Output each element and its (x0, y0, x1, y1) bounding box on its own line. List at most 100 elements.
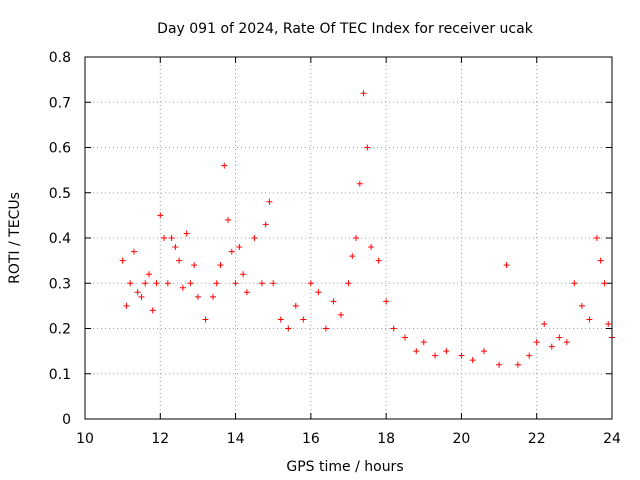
y-tick-label: 0.2 (49, 322, 71, 338)
data-point (593, 235, 600, 241)
data-point (217, 262, 224, 269)
data-point (176, 257, 183, 264)
data-point (277, 316, 284, 323)
data-point (161, 235, 168, 241)
data-point (496, 361, 503, 368)
data-point (142, 280, 149, 287)
y-tick-label: 0.3 (49, 276, 71, 292)
data-point (601, 280, 608, 287)
data-point (194, 293, 201, 300)
x-tick-label: 12 (151, 431, 169, 447)
data-point (420, 339, 427, 346)
data-point (548, 343, 555, 350)
y-axis-label: ROTI / TECUs (7, 192, 23, 284)
data-point (119, 257, 126, 264)
data-point (251, 235, 258, 241)
data-point (228, 248, 235, 255)
data-point (578, 302, 585, 309)
data-point (266, 198, 273, 205)
data-point (240, 271, 247, 278)
data-point (123, 302, 130, 309)
data-point (315, 289, 322, 296)
data-point (356, 180, 363, 187)
y-tick-label: 0.5 (49, 186, 71, 202)
data-point (503, 262, 510, 269)
data-point (481, 348, 488, 355)
data-point (375, 257, 382, 264)
y-tick-label: 0 (62, 412, 71, 428)
y-tick-label: 0.8 (49, 50, 71, 66)
data-point (164, 280, 171, 287)
data-point (458, 352, 465, 359)
x-tick-label: 24 (603, 431, 621, 447)
data-point (183, 230, 190, 237)
data-point (360, 90, 367, 97)
y-tick-label: 0.7 (49, 95, 71, 111)
data-point (349, 253, 356, 260)
x-tick-label: 10 (76, 431, 94, 447)
y-tick-label: 0.1 (49, 367, 71, 383)
data-point (153, 280, 160, 287)
data-point (168, 235, 175, 241)
plot-frame (84, 56, 613, 420)
data-point (533, 339, 540, 346)
data-point (187, 280, 194, 287)
data-points (119, 90, 615, 368)
data-point (213, 280, 220, 287)
data-point (300, 316, 307, 323)
x-tick-label: 16 (302, 431, 320, 447)
data-point (364, 144, 371, 151)
data-point (127, 280, 134, 287)
x-tick-label: 20 (453, 431, 471, 447)
data-point (390, 325, 397, 332)
data-point (179, 284, 186, 291)
data-point (307, 280, 314, 287)
data-point (469, 357, 476, 364)
x-tick-label: 18 (377, 431, 395, 447)
data-point (149, 307, 156, 314)
data-point (138, 293, 145, 300)
data-point (221, 162, 228, 169)
data-point (172, 244, 179, 251)
data-point (556, 334, 563, 341)
data-point (243, 289, 250, 296)
data-point (270, 280, 277, 287)
data-point (432, 352, 439, 359)
data-point (345, 280, 352, 287)
data-point (337, 311, 344, 318)
data-point (262, 221, 269, 228)
data-point (383, 298, 390, 305)
data-point (586, 316, 593, 323)
data-point (322, 325, 329, 332)
data-point (134, 289, 141, 296)
data-point (541, 320, 548, 327)
data-point (157, 212, 164, 219)
data-point (571, 280, 578, 287)
data-point (563, 339, 570, 346)
data-point (130, 248, 137, 255)
data-point (368, 244, 375, 251)
data-point (514, 361, 521, 368)
data-point (526, 352, 533, 359)
data-point (353, 235, 360, 241)
y-tick-label: 0.6 (49, 141, 71, 157)
data-point (232, 280, 239, 287)
data-point (443, 348, 450, 355)
data-point (225, 216, 232, 223)
data-point (292, 302, 299, 309)
data-point (597, 257, 604, 264)
x-tick-label: 14 (227, 431, 245, 447)
data-point (285, 325, 292, 332)
data-point (401, 334, 408, 341)
data-point (605, 320, 612, 327)
y-tick-label: 0.4 (49, 231, 71, 247)
chart-title: Day 091 of 2024, Rate Of TEC Index for r… (157, 21, 534, 37)
axis-ticks: 10 12 14 16 18 20 22 24 0 0.1 0.2 0.3 0.4 0.5 0.6 0.7 0.… (49, 50, 621, 447)
data-point (145, 271, 152, 278)
data-point (258, 280, 265, 287)
grid (85, 57, 612, 419)
data-point (191, 262, 198, 269)
data-point (209, 293, 216, 300)
data-point (413, 348, 420, 355)
